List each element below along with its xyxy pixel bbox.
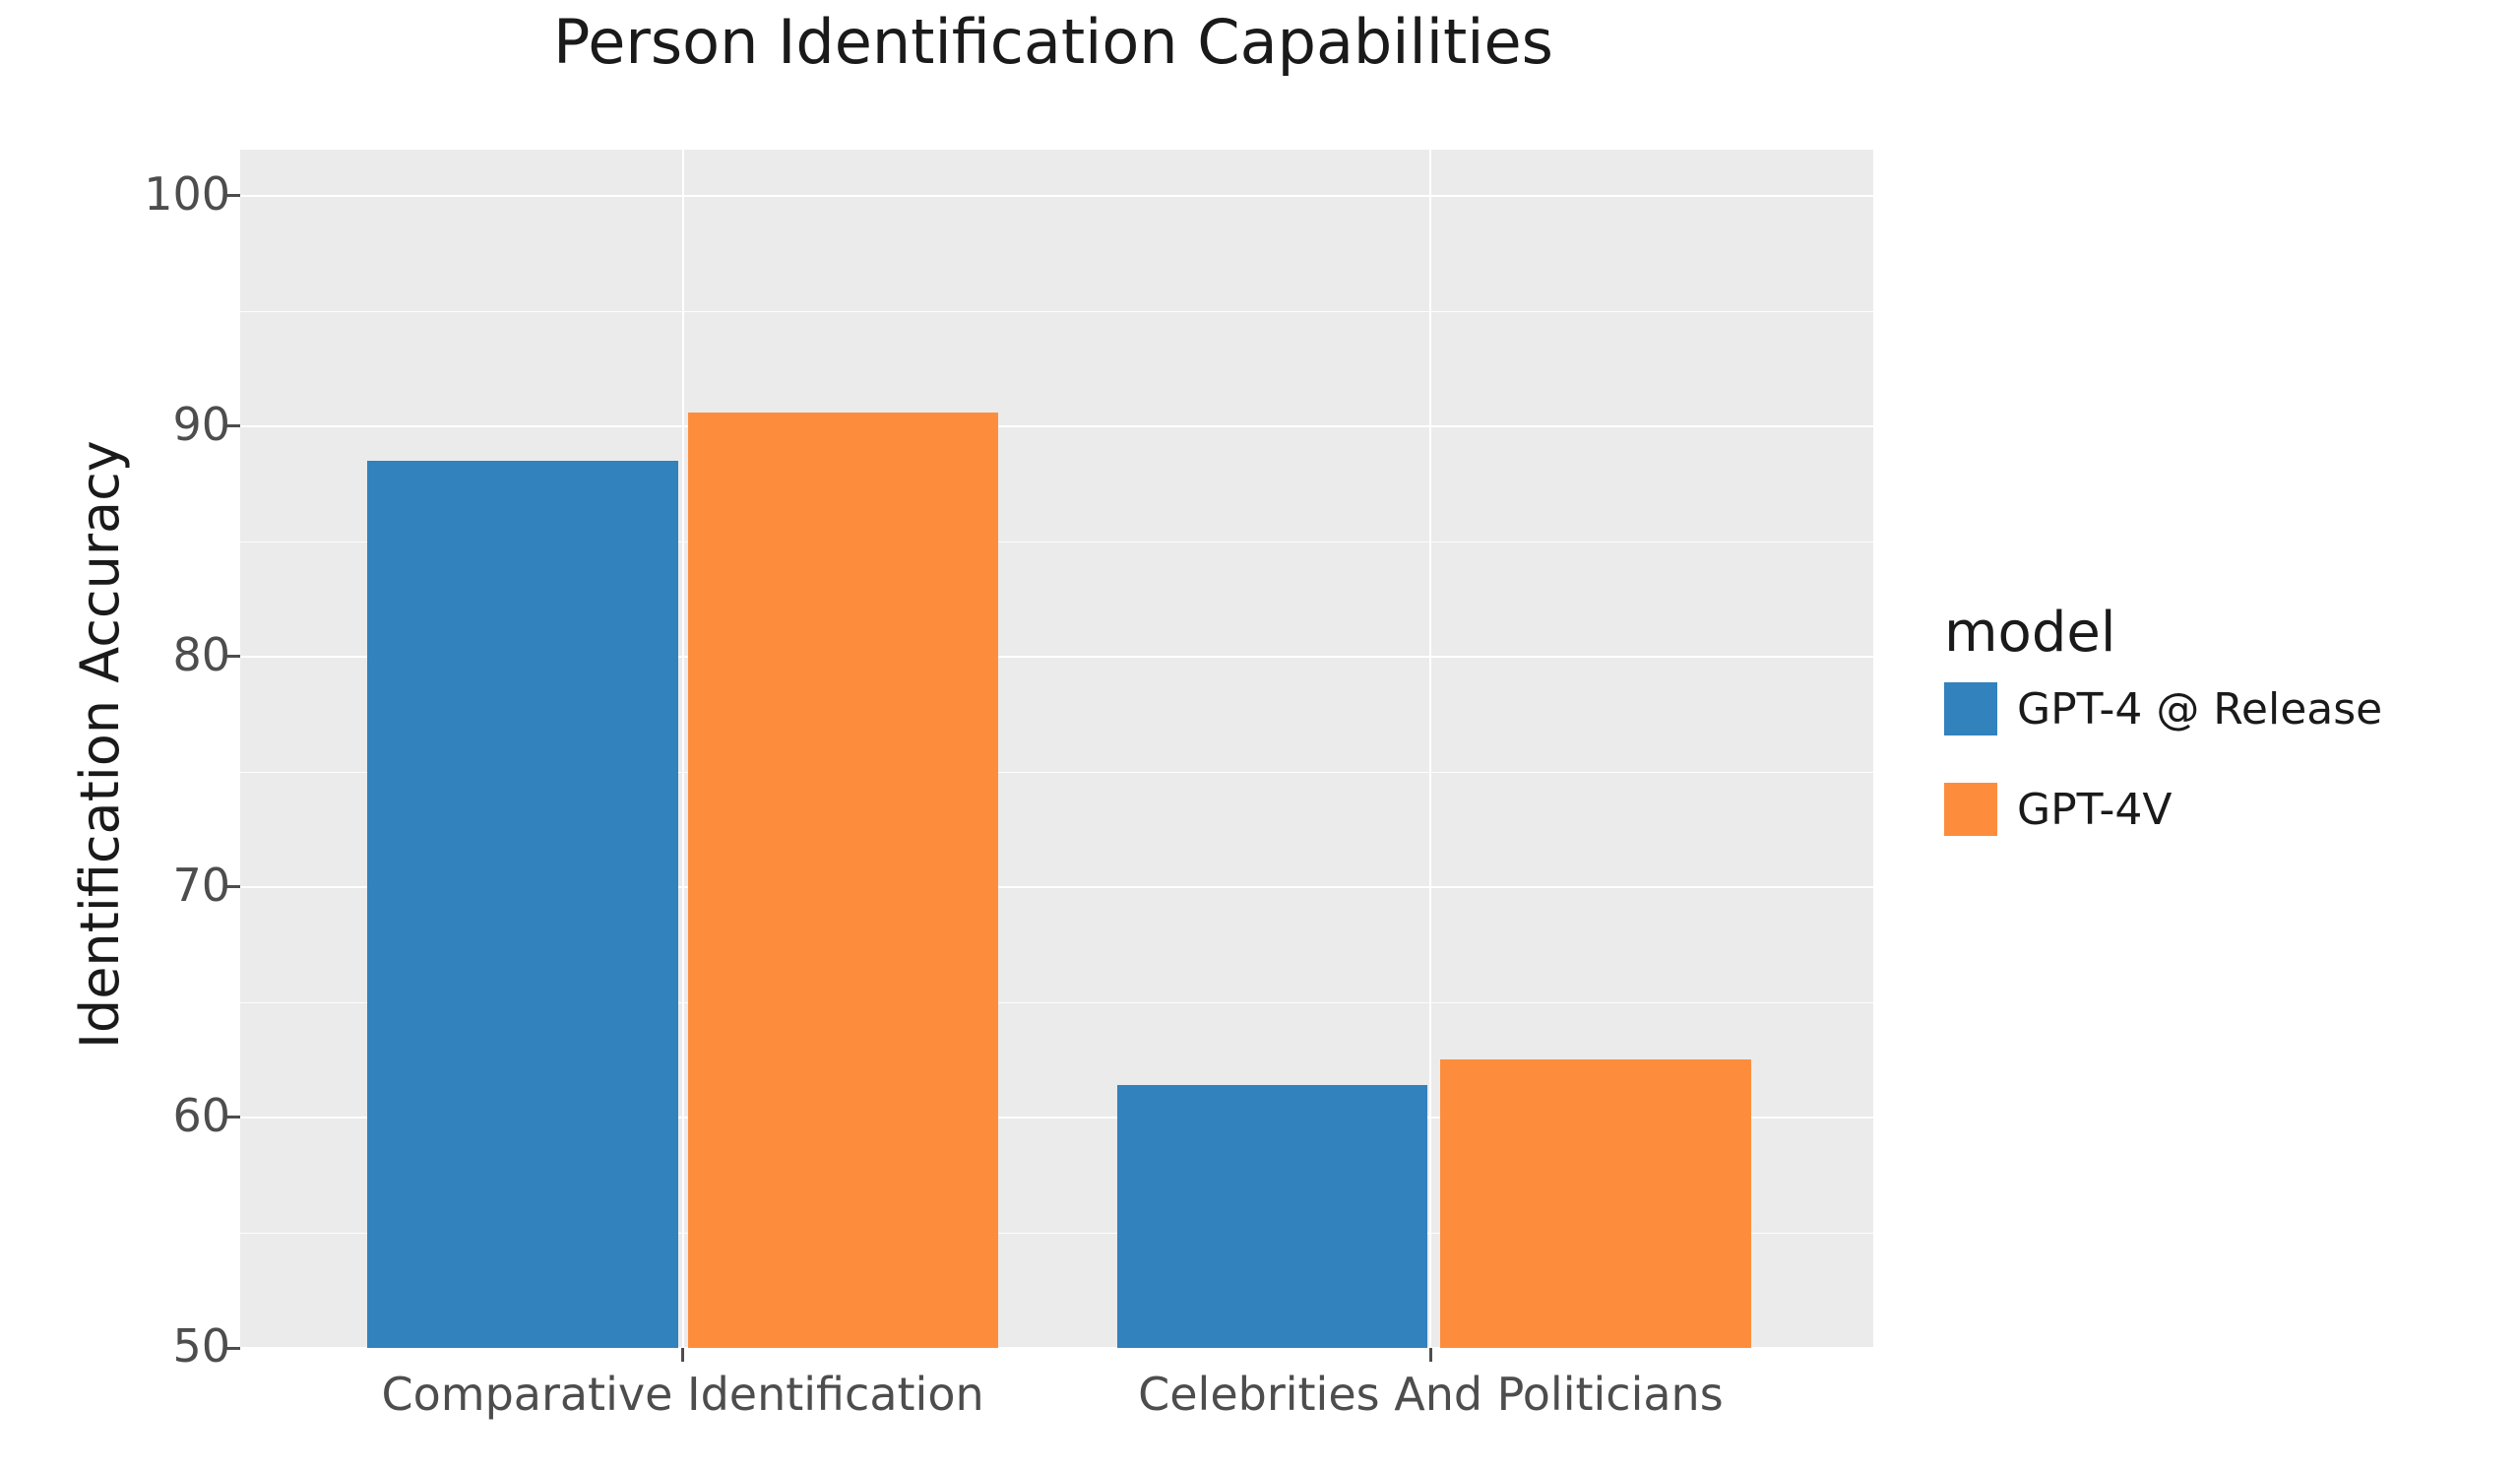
- legend-swatch: [1944, 682, 1997, 735]
- bar: [688, 413, 998, 1348]
- y-tick-label: 100: [122, 167, 230, 221]
- y-tick-label: 50: [122, 1319, 230, 1373]
- legend-items: GPT-4 @ Release GPT-4V: [1944, 682, 2382, 836]
- y-tick-mark: [226, 655, 240, 658]
- chart-title: Person Identification Capabilities: [0, 6, 2107, 78]
- x-tick-mark: [1429, 1348, 1432, 1362]
- x-tick-label: Comparative Identification: [289, 1368, 1077, 1421]
- y-tick-label: 60: [122, 1089, 230, 1142]
- legend-title: model: [1944, 601, 2382, 665]
- grid-line-major: [240, 425, 1873, 427]
- legend-label: GPT-4V: [2017, 785, 2172, 835]
- legend-swatch: [1944, 783, 1997, 836]
- bar: [1117, 1085, 1427, 1348]
- y-tick-label: 90: [122, 398, 230, 451]
- y-tick-mark: [226, 194, 240, 197]
- grid-line-vertical: [682, 150, 684, 1348]
- x-tick-mark: [681, 1348, 684, 1362]
- y-tick-label: 70: [122, 859, 230, 912]
- bar: [367, 461, 677, 1348]
- grid-line-vertical: [1429, 150, 1431, 1348]
- y-tick-mark: [226, 1347, 240, 1350]
- chart-stage: Person Identification Capabilities Ident…: [0, 0, 2520, 1470]
- legend-label: GPT-4 @ Release: [2017, 684, 2382, 735]
- x-tick-label: Celebrities And Politicians: [1037, 1368, 1824, 1421]
- legend-item: GPT-4 @ Release: [1944, 682, 2382, 735]
- y-tick-mark: [226, 885, 240, 888]
- grid-line-major: [240, 195, 1873, 197]
- y-axis-label: Identification Accuracy: [69, 440, 131, 1049]
- y-tick-label: 80: [122, 628, 230, 681]
- legend-item: GPT-4V: [1944, 783, 2382, 836]
- y-tick-mark: [226, 1116, 240, 1118]
- legend: model GPT-4 @ Release GPT-4V: [1944, 601, 2382, 836]
- bar: [1440, 1059, 1750, 1348]
- y-tick-mark: [226, 424, 240, 427]
- grid-line-minor: [240, 311, 1873, 312]
- plot-area: [240, 150, 1873, 1348]
